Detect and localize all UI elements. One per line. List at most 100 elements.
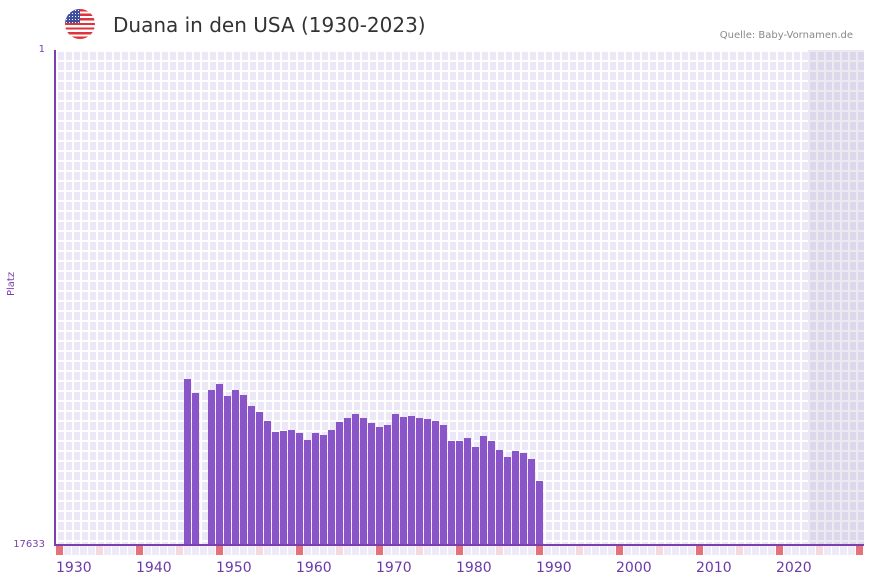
bar-1956[interactable] (264, 421, 271, 545)
year-marker (264, 546, 271, 555)
bar-1957[interactable] (272, 432, 279, 545)
bar-1980[interactable] (456, 441, 463, 545)
year-marker (632, 546, 639, 555)
x-tick-1940: 1940 (136, 560, 172, 576)
year-marker (424, 546, 431, 555)
bar-1974[interactable] (408, 416, 415, 545)
year-marker (688, 546, 695, 555)
year-marker (232, 546, 239, 555)
year-marker (336, 546, 343, 555)
bar-1982[interactable] (472, 447, 479, 545)
year-marker (408, 546, 415, 555)
bar-1971[interactable] (384, 424, 391, 545)
bar-1967[interactable] (352, 414, 359, 545)
bar-1963[interactable] (320, 435, 327, 545)
year-marker (136, 546, 143, 555)
year-marker (152, 546, 159, 555)
year-marker (816, 546, 823, 555)
year-markers (56, 546, 864, 555)
year-marker (640, 546, 647, 555)
year-marker (528, 546, 535, 555)
year-marker (184, 546, 191, 555)
year-marker (464, 546, 471, 555)
year-marker (344, 546, 351, 555)
bar-1990[interactable] (536, 481, 543, 545)
bar-1979[interactable] (448, 441, 455, 545)
bar-1950[interactable] (216, 384, 223, 545)
year-marker (504, 546, 511, 555)
year-marker (840, 546, 847, 555)
year-marker (64, 546, 71, 555)
year-marker (656, 546, 663, 555)
x-tick-2010: 2010 (696, 560, 732, 576)
bar-1946[interactable] (184, 379, 191, 545)
year-marker (208, 546, 215, 555)
bar-1988[interactable] (520, 453, 527, 545)
bar-1989[interactable] (528, 459, 535, 545)
bar-1960[interactable] (296, 433, 303, 545)
year-marker (280, 546, 287, 555)
bar-1976[interactable] (424, 419, 431, 545)
bar-1984[interactable] (488, 441, 495, 545)
year-marker (592, 546, 599, 555)
bar-1959[interactable] (288, 430, 295, 545)
us-flag-icon (65, 9, 95, 39)
bar-1975[interactable] (416, 418, 423, 545)
bar-1962[interactable] (312, 433, 319, 545)
flag-canton (65, 9, 80, 23)
year-marker (416, 546, 423, 555)
year-marker (720, 546, 727, 555)
bar-1952[interactable] (232, 390, 239, 545)
bar-1986[interactable] (504, 457, 511, 545)
year-marker (792, 546, 799, 555)
bar-1958[interactable] (280, 431, 287, 545)
bar-1968[interactable] (360, 418, 367, 545)
year-marker (568, 546, 575, 555)
year-marker (512, 546, 519, 555)
year-marker (448, 546, 455, 555)
bar-1964[interactable] (328, 430, 335, 545)
year-marker (144, 546, 151, 555)
year-marker (800, 546, 807, 555)
x-tick-1960: 1960 (296, 560, 332, 576)
bar-1969[interactable] (368, 423, 375, 545)
bar-1966[interactable] (344, 418, 351, 545)
year-marker (856, 546, 863, 555)
bar-1977[interactable] (432, 421, 439, 545)
bar-1972[interactable] (392, 414, 399, 545)
year-marker (544, 546, 551, 555)
year-marker (808, 546, 815, 555)
year-marker (384, 546, 391, 555)
bar-1961[interactable] (304, 440, 311, 545)
x-tick-1930: 1930 (56, 560, 92, 576)
bar-1965[interactable] (336, 422, 343, 545)
y-tick-top: 1 (38, 44, 45, 55)
bar-1951[interactable] (224, 396, 231, 545)
year-marker (56, 546, 63, 555)
bar-1985[interactable] (496, 450, 503, 545)
year-marker (248, 546, 255, 555)
year-marker (608, 546, 615, 555)
year-marker (160, 546, 167, 555)
bar-1954[interactable] (248, 406, 255, 545)
bar-1983[interactable] (480, 436, 487, 545)
year-marker (576, 546, 583, 555)
year-marker (440, 546, 447, 555)
year-marker (296, 546, 303, 555)
bar-1973[interactable] (400, 417, 407, 545)
bar-1947[interactable] (192, 393, 199, 545)
bar-1987[interactable] (512, 451, 519, 545)
year-marker (72, 546, 79, 555)
year-marker (560, 546, 567, 555)
year-marker (664, 546, 671, 555)
bar-1955[interactable] (256, 412, 263, 545)
year-marker (288, 546, 295, 555)
year-marker (176, 546, 183, 555)
bar-1978[interactable] (440, 424, 447, 545)
bar-1981[interactable] (464, 438, 471, 545)
y-axis-line (54, 50, 56, 546)
bar-1970[interactable] (376, 427, 383, 545)
year-marker (112, 546, 119, 555)
bar-1953[interactable] (240, 395, 247, 545)
bar-1949[interactable] (208, 390, 215, 545)
